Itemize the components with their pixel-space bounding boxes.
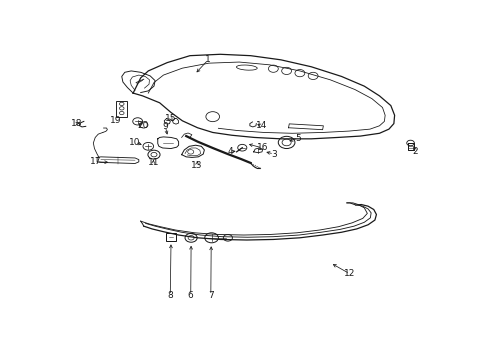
- Text: 3: 3: [271, 150, 276, 158]
- Text: 19: 19: [109, 116, 121, 125]
- Text: 15: 15: [165, 114, 177, 123]
- Text: 13: 13: [191, 161, 202, 170]
- Text: 4: 4: [227, 147, 232, 156]
- Text: 7: 7: [207, 291, 213, 300]
- Text: 16: 16: [257, 144, 268, 153]
- Text: 10: 10: [129, 138, 141, 147]
- Text: 14: 14: [256, 121, 267, 130]
- Text: 1: 1: [205, 55, 211, 64]
- Text: 5: 5: [294, 134, 300, 143]
- Text: 8: 8: [167, 291, 173, 300]
- Text: 12: 12: [344, 269, 355, 278]
- Text: 17: 17: [90, 157, 102, 166]
- Text: 2: 2: [412, 147, 417, 156]
- Text: 11: 11: [147, 158, 159, 167]
- Text: 20: 20: [137, 121, 148, 130]
- Text: 18: 18: [70, 119, 82, 128]
- Text: 9: 9: [162, 122, 168, 131]
- Text: 6: 6: [187, 291, 193, 300]
